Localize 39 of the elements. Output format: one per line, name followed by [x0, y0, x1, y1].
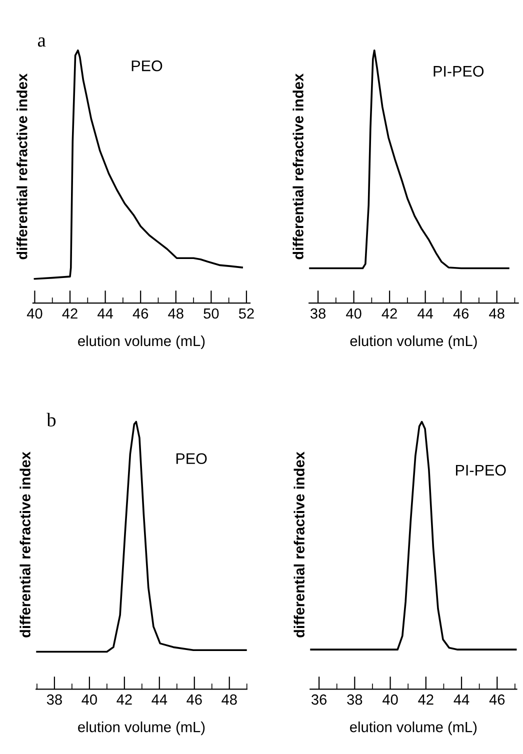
x-axis-title: elution volume (mL) [350, 722, 477, 736]
x-tick-label: 48 [489, 308, 504, 319]
x-tick-label: 42 [62, 308, 78, 319]
x-tick-label: 46 [489, 694, 505, 705]
x-tick-label: 38 [310, 308, 326, 319]
x-axis-title: elution volume (mL) [78, 335, 205, 350]
x-tick-label: 44 [418, 308, 433, 319]
x-tick-label: 48 [168, 308, 184, 319]
x-tick-label: 40 [346, 308, 362, 319]
x-tick-label: 44 [454, 694, 470, 705]
x-tick-label: 40 [82, 694, 97, 705]
x-tick-label: 50 [204, 308, 219, 319]
x-tick-label: 44 [152, 694, 168, 705]
x-tick-label: 44 [98, 308, 113, 319]
annotation: b [46, 412, 56, 427]
x-tick-label: 40 [382, 694, 398, 705]
x-tick-label: 40 [26, 308, 42, 319]
series-label: PI-PEO [456, 464, 506, 476]
y-axis-title: differential refractive index [294, 452, 304, 638]
x-axis-title: elution volume (mL) [350, 335, 477, 350]
y-axis-title: differential refractive index [292, 74, 304, 260]
x-tick-label: 42 [418, 694, 434, 705]
x-tick-label: 38 [347, 694, 362, 705]
text: PI-PEO [434, 66, 484, 77]
y-axis-title: differential refractive index [20, 452, 30, 638]
x-tick-label: 46 [186, 694, 202, 705]
text: a [38, 37, 46, 47]
text: PEO [132, 60, 162, 72]
x-tick-label: 48 [222, 694, 237, 705]
x-tick-label: 42 [382, 308, 397, 319]
x-tick-label: 36 [311, 694, 327, 705]
x-tick-label: 46 [453, 308, 469, 319]
x-tick-label: 42 [116, 694, 132, 705]
text: PEO [176, 453, 207, 464]
x-tick-label: 46 [132, 308, 148, 319]
x-axis-title: elution volume (mL) [78, 722, 205, 736]
x-tick-label: 52 [238, 308, 254, 319]
y-axis-title: differential refractive index [16, 74, 28, 260]
x-tick-label: 38 [46, 694, 62, 705]
